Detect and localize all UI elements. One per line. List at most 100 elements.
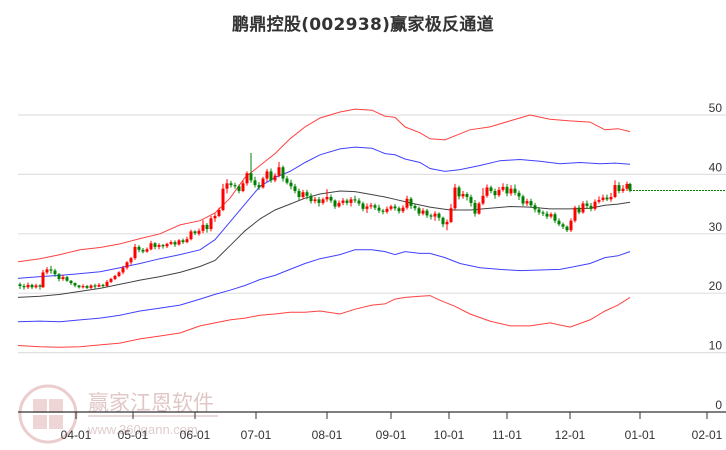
- candle: [349, 199, 353, 203]
- candle: [537, 209, 541, 213]
- candle: [201, 224, 205, 231]
- candle: [445, 221, 449, 225]
- candle: [481, 195, 485, 204]
- candle: [585, 203, 589, 206]
- candle: [449, 208, 453, 222]
- candle: [89, 285, 93, 288]
- y-tick-label: 40: [709, 160, 723, 174]
- candle: [433, 213, 437, 217]
- candle: [393, 206, 397, 209]
- middle-line: [17, 190, 631, 298]
- candle: [565, 226, 569, 231]
- candle: [165, 243, 169, 247]
- candle: [533, 205, 537, 210]
- outer-upper-line: [17, 108, 631, 263]
- candle: [181, 240, 185, 243]
- candle: [385, 208, 389, 212]
- outer-lower-line: [17, 295, 631, 348]
- candle: [465, 194, 469, 197]
- candle: [341, 200, 345, 203]
- candle: [361, 203, 365, 209]
- candle: [133, 246, 137, 259]
- grid-lines: [18, 114, 726, 354]
- candle: [365, 206, 369, 209]
- candle: [225, 183, 229, 189]
- candle: [489, 187, 493, 192]
- candle: [253, 180, 257, 186]
- candle: [145, 249, 149, 252]
- candle: [601, 197, 605, 200]
- candle: [185, 239, 189, 243]
- candle: [34, 285, 38, 288]
- candle: [593, 201, 597, 209]
- watermark-url: www.360gann.com: [87, 422, 198, 437]
- candle: [93, 285, 97, 287]
- candle: [49, 269, 53, 271]
- candle: [577, 207, 581, 213]
- x-tick-label: 02-01: [692, 428, 723, 442]
- x-tick-label: 01-01: [625, 428, 656, 442]
- candle: [57, 274, 61, 279]
- x-tick-label: 04-01: [61, 428, 92, 442]
- candle: [505, 186, 509, 194]
- candle: [213, 215, 217, 219]
- candle: [197, 230, 201, 234]
- candle: [581, 203, 585, 213]
- y-tick-label: 50: [709, 101, 723, 115]
- y-tick-label: 20: [709, 279, 723, 293]
- candle: [18, 284, 22, 287]
- candle: [233, 185, 237, 187]
- candle: [421, 210, 425, 214]
- candle: [485, 187, 489, 196]
- candle: [389, 206, 393, 209]
- candle: [309, 195, 313, 202]
- candle: [73, 283, 77, 286]
- inner-lower-line: [17, 249, 631, 323]
- watermark: 赢家江恩软件 www.360gann.com: [18, 384, 218, 444]
- candle: [541, 212, 545, 214]
- candle: [293, 186, 297, 192]
- candle: [425, 210, 429, 216]
- candle: [297, 191, 301, 197]
- x-tick-label: 10-01: [434, 428, 465, 442]
- candle: [325, 196, 329, 200]
- candle: [557, 220, 561, 225]
- candle: [461, 194, 465, 197]
- candle: [149, 243, 153, 250]
- candle: [161, 245, 165, 247]
- watermark-brand: 赢家江恩软件: [88, 391, 214, 415]
- candle: [477, 203, 481, 214]
- candle: [589, 205, 593, 209]
- candle: [561, 224, 565, 227]
- candle: [81, 286, 85, 288]
- candle: [229, 183, 233, 186]
- candle: [413, 205, 417, 209]
- candle: [105, 281, 109, 287]
- candle: [417, 208, 421, 214]
- candle: [437, 213, 441, 218]
- candle: [189, 231, 193, 240]
- candle: [473, 202, 477, 214]
- candle: [453, 187, 457, 209]
- candle: [193, 231, 197, 234]
- candle: [497, 189, 501, 196]
- candle: [617, 185, 621, 192]
- candle: [177, 240, 181, 245]
- candle: [357, 200, 361, 204]
- candle: [345, 200, 349, 203]
- candle: [405, 198, 409, 208]
- candle: [545, 213, 549, 217]
- candle: [269, 171, 273, 181]
- candle: [237, 186, 241, 192]
- candle: [333, 200, 337, 207]
- channel-lines: [17, 108, 631, 348]
- candle: [141, 249, 145, 252]
- candle: [30, 284, 34, 288]
- candle: [261, 178, 265, 188]
- candle: [97, 284, 101, 287]
- candle: [469, 196, 473, 203]
- candle: [125, 262, 129, 268]
- candle: [313, 199, 317, 202]
- candle: [381, 210, 385, 212]
- candle: [221, 188, 225, 211]
